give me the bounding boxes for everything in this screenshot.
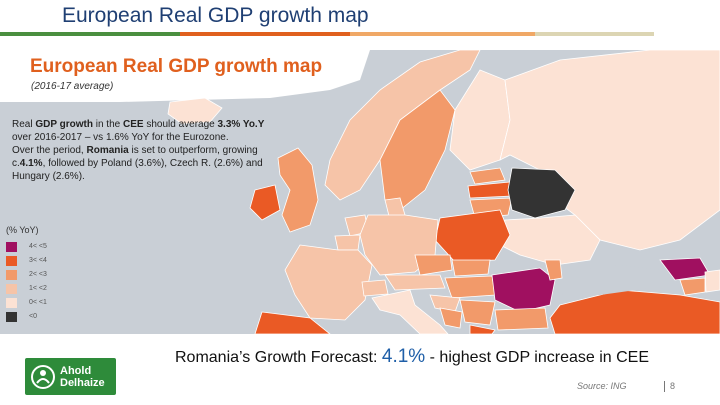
slide-title: European Real GDP growth map	[62, 4, 369, 27]
country-italy	[371, 289, 449, 334]
country-macedonia	[469, 324, 496, 334]
title-underline	[0, 32, 654, 36]
legend-swatch	[6, 297, 17, 308]
desc-p2-a: Over the period,	[12, 145, 87, 156]
desc-p2-e: , followed by Poland (3.6%), Czech R. (2…	[12, 158, 263, 182]
desc-p1-c: in the	[92, 119, 123, 130]
country-ukraine	[499, 214, 601, 266]
country-iceland	[167, 97, 223, 125]
map-legend: (% YoY) 4< <5 3< <4 2< <3 1< <2 0< <1 <0	[6, 225, 47, 324]
description-paragraph-2: Over the period, Romania is set to outpe…	[12, 144, 274, 183]
country-moldova	[544, 259, 563, 281]
country-bulgaria	[494, 307, 549, 331]
country-armenia	[679, 277, 706, 296]
desc-p1-d: CEE	[122, 119, 144, 130]
logo-text: Ahold Delhaize	[60, 365, 105, 389]
country-belarus	[507, 167, 576, 219]
country-spain	[254, 311, 331, 334]
desc-p1-b: GDP growth	[35, 119, 93, 130]
country-estonia	[469, 167, 506, 185]
legend-label: 2< <3	[29, 271, 47, 278]
map-title: European Real GDP growth map	[30, 56, 323, 77]
legend-swatch	[6, 311, 17, 322]
forecast-value: 4.1%	[381, 346, 426, 367]
logo-line-1: Ahold	[60, 364, 92, 377]
country-bosnia	[439, 307, 463, 329]
desc-p1-a: Real	[12, 119, 36, 130]
logo-line-2: Delhaize	[60, 376, 105, 389]
legend-label: 4< <5	[29, 243, 47, 250]
title-bar-segment-orange	[180, 32, 350, 36]
desc-p1-g: over 2016-2017 – vs 1.6% YoY for the Eur…	[12, 132, 229, 143]
country-austria	[384, 274, 446, 291]
legend-item: 1< <2	[6, 282, 47, 295]
desc-p1-e: should average	[143, 119, 218, 130]
legend-swatch	[6, 283, 17, 294]
desc-p2-b: Romania	[86, 145, 129, 156]
legend-swatch	[6, 241, 17, 252]
legend-item: 4< <5	[6, 240, 47, 253]
desc-p1-f: 3.3% Yo.Y	[217, 119, 265, 130]
country-azerbaijan	[704, 269, 720, 293]
gdp-description: Real GDP growth in the CEE should averag…	[12, 118, 274, 183]
legend-title: (% YoY)	[6, 225, 39, 235]
country-uk	[277, 147, 319, 233]
black-sea	[562, 265, 660, 295]
country-poland	[434, 209, 511, 263]
source-note: Source: ING	[577, 381, 627, 391]
legend-item: 3< <4	[6, 254, 47, 267]
forecast-headline: Romania’s Growth Forecast: 4.1% - highes…	[175, 346, 649, 368]
country-belgium	[334, 234, 361, 251]
title-bar-segment-sand	[535, 32, 654, 36]
country-france	[284, 244, 373, 321]
logo-mark-icon	[31, 364, 55, 389]
country-serbia	[459, 299, 496, 326]
page-number: 8	[670, 381, 676, 391]
legend-swatch	[6, 255, 17, 266]
desc-p2-c: is set to outperform, growing c.	[12, 145, 258, 169]
description-paragraph-1: Real GDP growth in the CEE should averag…	[12, 118, 274, 144]
forecast-suffix: - highest GDP increase in CEE	[425, 349, 650, 366]
legend-label: 3< <4	[29, 257, 47, 264]
title-bar-segment-peach	[350, 32, 535, 36]
country-romania	[491, 267, 556, 313]
country-slovakia	[451, 259, 491, 277]
gdp-map-panel: European Real GDP growth map (2016-17 av…	[0, 50, 720, 334]
legend-swatch	[6, 269, 17, 280]
country-georgia	[659, 257, 711, 281]
legend-label: <0	[29, 313, 37, 320]
legend-label: 1< <2	[29, 285, 47, 292]
country-hungary	[444, 275, 496, 299]
ahold-delhaize-logo: Ahold Delhaize	[25, 358, 116, 395]
legend-item: <0	[6, 310, 47, 323]
map-title-background	[0, 50, 370, 102]
country-norway	[324, 50, 481, 201]
country-switzerland	[361, 279, 389, 297]
page-number-separator	[664, 381, 665, 392]
country-ireland	[249, 184, 281, 221]
country-czech	[414, 254, 453, 276]
desc-p2-d: 4.1%	[19, 158, 43, 169]
europe-map	[0, 50, 720, 334]
legend-item: 2< <3	[6, 268, 47, 281]
legend-item: 0< <1	[6, 296, 47, 309]
country-latvia	[467, 181, 513, 199]
map-subtitle: (2016-17 average)	[31, 81, 114, 92]
country-turkey	[549, 289, 720, 334]
legend-label: 0< <1	[29, 299, 47, 306]
forecast-prefix: Romania’s Growth Forecast:	[175, 349, 382, 366]
title-bar-segment-green	[0, 32, 180, 36]
